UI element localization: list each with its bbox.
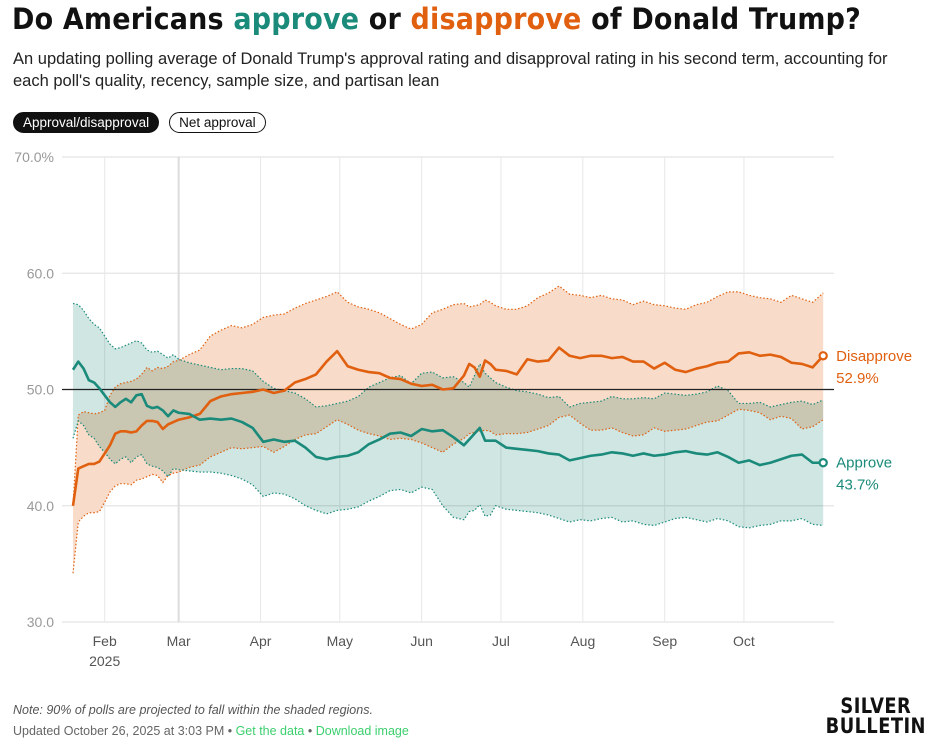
logo-line-1: SILVER: [840, 694, 912, 718]
y-tick-label: 70.0%: [14, 149, 54, 165]
disapprove-end-marker: [818, 351, 828, 361]
title-approve-word: approve: [233, 2, 360, 36]
x-axis-labels: Feb 2025 Mar Apr May Jun Jul Aug Sep Oct: [89, 633, 755, 669]
x-tick-label: Mar: [167, 633, 191, 649]
get-data-link[interactable]: Get the data: [235, 724, 305, 738]
page-title: Do Americans approve or disapprove of Do…: [12, 2, 861, 36]
approve-end-marker: [818, 458, 828, 468]
x-tick-label: Oct: [733, 633, 755, 649]
x-tick-label: Apr: [250, 633, 272, 649]
approve-band: [73, 303, 824, 528]
y-tick-label: 50.0: [27, 382, 54, 398]
separator: •: [224, 724, 236, 738]
update-line: Updated October 26, 2025 at 3:03 PM • Ge…: [13, 724, 409, 738]
disapprove-band-lower: [72, 408, 824, 574]
confidence-bands: [72, 285, 824, 574]
y-tick-label: 40.0: [27, 498, 54, 514]
x-tick-label: Sep: [652, 633, 677, 649]
title-part-1: Do Americans: [12, 2, 234, 36]
approve-end-name: Approve: [836, 455, 892, 472]
silver-bulletin-logo: SILVER BULLETIN: [825, 694, 926, 738]
disapprove-end-name: Disapprove: [836, 348, 912, 365]
y-tick-label: 60.0: [27, 265, 54, 281]
approve-band-lower: [72, 419, 824, 529]
approve-end-value: 43.7%: [836, 477, 879, 494]
end-labels: Disapprove 52.9% Approve 43.7%: [836, 348, 912, 494]
y-axis-labels: 70.0% 60.0 50.0 40.0 30.0: [14, 149, 54, 630]
updated-timestamp: Updated October 26, 2025 at 3:03 PM: [13, 724, 225, 738]
toggle-net-approval[interactable]: Net approval: [169, 112, 266, 133]
download-image-link[interactable]: Download image: [315, 724, 409, 738]
disapprove-line: [71, 346, 825, 506]
y-tick-label: 30.0: [27, 614, 54, 630]
x-tick-label: Aug: [570, 633, 595, 649]
x-tick-year-label: 2025: [89, 653, 120, 669]
x-tick-label: Jun: [410, 633, 433, 649]
title-part-3: or: [359, 2, 411, 36]
toggle-approval-disapproval[interactable]: Approval/disapproval: [13, 112, 160, 133]
approve-line: [71, 360, 824, 467]
disapprove-end-value: 52.9%: [836, 370, 879, 387]
series-lines: [71, 346, 828, 506]
x-tick-label: May: [327, 633, 353, 649]
page-subtitle: An updating polling average of Donald Tr…: [13, 50, 888, 90]
title-disapprove-word: disapprove: [410, 2, 582, 36]
title-part-5: of Donald Trump?: [581, 2, 861, 36]
separator: •: [304, 724, 316, 738]
logo-line-2: BULLETIN: [825, 714, 926, 738]
x-tick-label: Jul: [492, 633, 510, 649]
approval-chart: 70.0% 60.0 50.0 40.0 30.0 Feb 2025 Mar Apr May Ju…: [14, 149, 912, 669]
x-tick-label: Feb: [93, 633, 117, 649]
footnote: Note: 90% of polls are projected to fall…: [13, 703, 373, 717]
view-toggle-group: Approval/disapproval Net approval: [13, 112, 266, 133]
